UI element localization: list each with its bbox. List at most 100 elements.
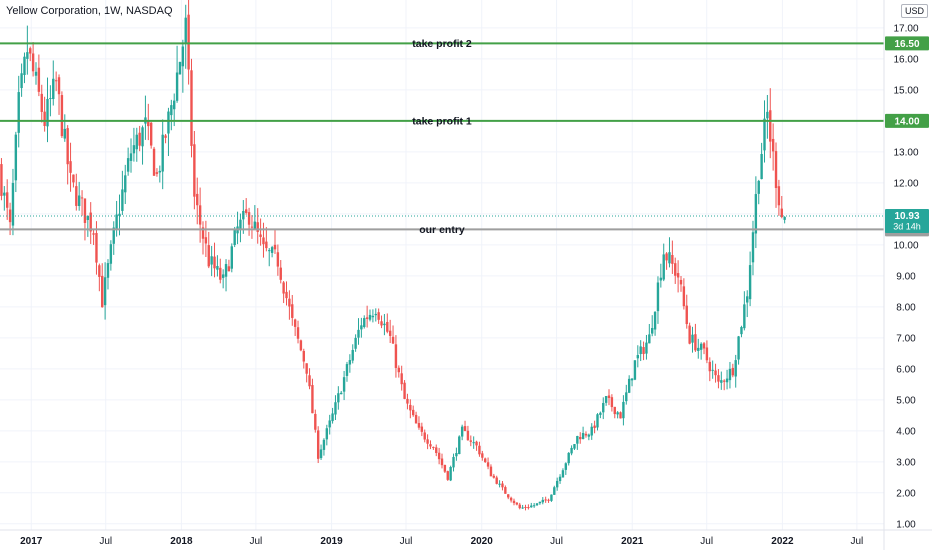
candle-body: [573, 444, 576, 449]
candle: [682, 278, 686, 310]
candle: [305, 363, 308, 383]
candle-body: [697, 347, 700, 351]
candle: [325, 424, 329, 446]
candle: [662, 243, 665, 282]
candle: [138, 125, 141, 152]
candle: [201, 221, 205, 255]
candle: [242, 200, 245, 234]
candle: [486, 457, 490, 470]
candle: [46, 77, 49, 143]
candle-body: [147, 121, 150, 127]
candle: [83, 198, 87, 241]
candle: [619, 411, 622, 419]
candle: [458, 435, 461, 455]
x-tick-label: Jul: [249, 536, 262, 547]
candle: [0, 158, 3, 201]
y-tick-label: 3.00: [896, 457, 916, 468]
candle: [665, 252, 668, 270]
level-label: take profit 1: [412, 115, 472, 127]
candle-body: [285, 291, 288, 299]
candle: [527, 504, 530, 510]
candle-body: [682, 286, 686, 307]
candle-body: [613, 406, 616, 415]
candle: [748, 251, 752, 307]
candle: [547, 498, 550, 503]
candle-body: [178, 61, 182, 75]
candle-body: [256, 222, 259, 232]
level-price-label: 14.00: [894, 116, 919, 127]
level-price-label: 16.50: [894, 39, 919, 50]
candle: [443, 464, 447, 474]
candle: [132, 127, 136, 162]
candle-body: [14, 134, 18, 181]
candle-body: [604, 396, 608, 403]
candle-body: [610, 397, 614, 408]
candle: [57, 74, 61, 115]
candle-body: [688, 325, 691, 344]
candle-body: [149, 122, 153, 146]
candle: [178, 61, 182, 75]
candle-body: [714, 370, 717, 376]
candle-body: [325, 428, 329, 440]
candle-body: [322, 439, 326, 450]
x-tick-label: 2022: [771, 536, 794, 547]
candle-body: [83, 198, 87, 223]
candle: [521, 504, 524, 509]
candle-body: [685, 305, 688, 325]
candle-body: [550, 494, 553, 501]
candle: [757, 179, 760, 205]
candle: [437, 447, 441, 465]
candle: [674, 257, 677, 284]
candle-body: [458, 436, 461, 455]
level-price-tag: [885, 36, 929, 51]
candle-body: [417, 423, 421, 428]
candle: [587, 433, 591, 441]
candle: [262, 222, 265, 258]
candle-body: [282, 282, 285, 294]
candle: [210, 245, 213, 277]
candle-body: [740, 327, 743, 335]
currency-badge[interactable]: USD: [900, 4, 928, 18]
candle: [746, 290, 749, 318]
candle-body: [639, 346, 642, 355]
candle: [331, 407, 334, 424]
candle: [685, 294, 688, 329]
candle-body: [92, 233, 95, 235]
candle: [440, 453, 444, 469]
candle-body: [460, 426, 464, 437]
x-axis-ticks: 2017 Jul 2018 Jul 2019 Jul 2020 Jul 2021 Jul 2022 J…: [20, 536, 863, 547]
candle-body: [478, 445, 481, 455]
candle-body: [524, 506, 527, 508]
candle-body: [527, 507, 530, 509]
candle: [101, 263, 104, 308]
candle: [380, 315, 383, 329]
candle: [708, 357, 711, 382]
candle-body: [5, 192, 9, 208]
candle: [630, 378, 634, 387]
candle-body: [164, 135, 167, 138]
candle: [671, 240, 674, 274]
candle-body: [124, 175, 127, 193]
candle: [161, 119, 164, 190]
candle-body: [328, 420, 331, 428]
candle-body: [386, 321, 389, 332]
candle: [11, 168, 15, 236]
candle: [69, 142, 72, 192]
candle: [348, 354, 352, 373]
candle-body: [253, 221, 257, 229]
candle-body: [748, 265, 752, 300]
candle: [293, 318, 297, 336]
candle: [570, 445, 573, 456]
candle-body: [694, 334, 697, 351]
candle-body: [305, 363, 308, 374]
candle: [409, 399, 412, 419]
candle: [322, 438, 326, 456]
candle: [72, 174, 75, 188]
candle: [328, 414, 331, 435]
candle: [573, 444, 576, 451]
candle: [455, 447, 458, 461]
candle-body: [731, 367, 735, 376]
candle-body: [204, 237, 208, 244]
